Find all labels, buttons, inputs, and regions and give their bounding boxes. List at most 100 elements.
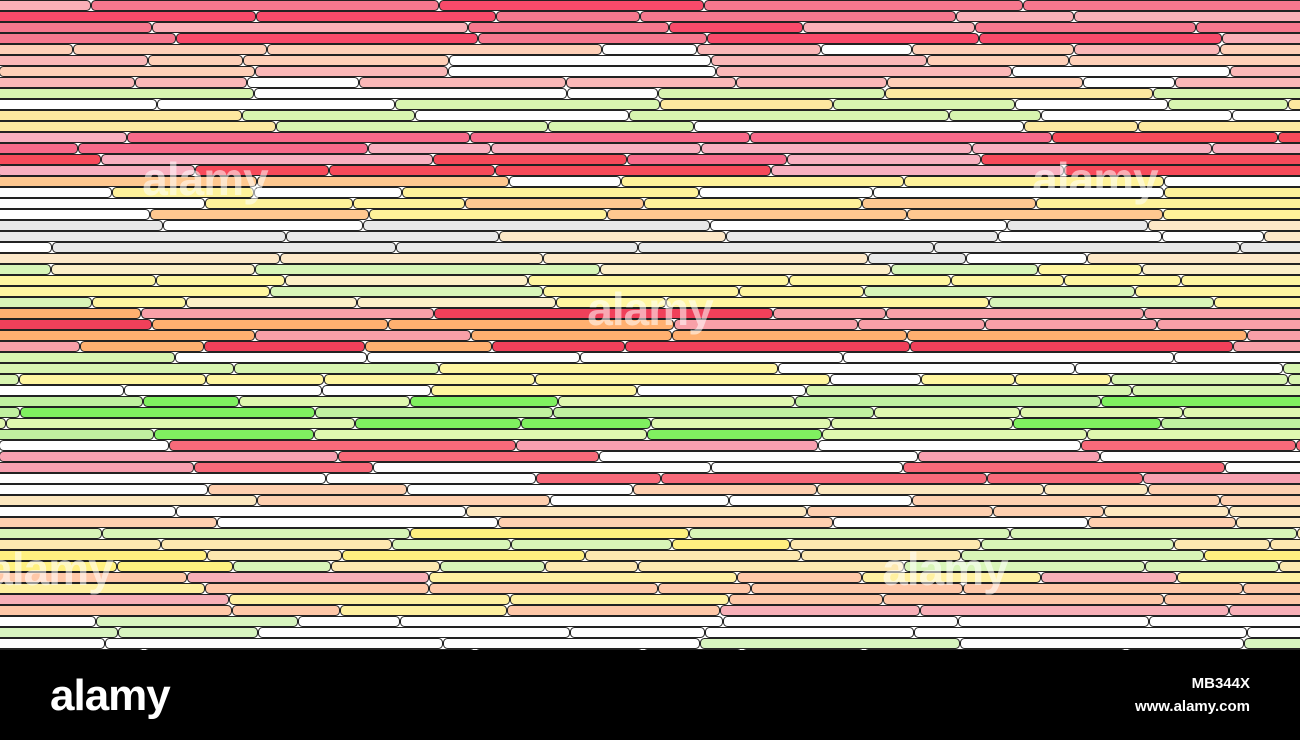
watermark: alamy [0,543,114,595]
stripe [254,187,402,198]
stripe [439,0,704,11]
stripe [1041,572,1177,583]
stripe [0,231,286,242]
stripe [550,495,729,506]
stripe [0,616,96,627]
stripe [0,583,205,594]
stripe [0,517,217,528]
stripe [720,605,920,616]
stripe [0,143,78,154]
stripe [585,550,801,561]
stripe [205,198,353,209]
watermark: alamy [587,283,714,335]
stripe [0,341,80,352]
stripe [496,11,640,22]
stripe [674,319,858,330]
stripe [1064,165,1300,176]
stripe [233,561,331,572]
stripe [0,352,175,363]
stripe [975,22,1196,33]
stripe [0,66,255,77]
stripe [163,220,363,231]
stripe [660,99,833,110]
stripe [232,605,340,616]
stripe [1181,275,1300,286]
stripe [270,286,543,297]
stripe [258,627,570,638]
stripe [0,242,52,253]
stripe [0,220,163,231]
stripe [535,374,830,385]
stripe [638,242,934,253]
stripe [359,77,566,88]
stripe [0,418,6,429]
stripe [448,66,716,77]
stripe [1015,99,1168,110]
stripe [470,132,750,143]
stripe [247,77,359,88]
stripe [1222,33,1300,44]
stripe [963,583,1243,594]
stripe [833,517,1088,528]
stripe [407,484,633,495]
stripe [602,44,697,55]
stripe [807,506,993,517]
stripe [1100,451,1300,462]
stripe [0,429,154,440]
stripe [558,396,795,407]
stripe [910,341,1233,352]
stripe [789,275,951,286]
stripe [0,594,229,605]
stripe [365,341,492,352]
stripe [795,396,1101,407]
stripe [633,484,817,495]
stripe [545,561,638,572]
stripe [0,627,118,638]
stripe [934,242,1240,253]
stripe [1229,605,1300,616]
stripe [257,176,509,187]
stripe [0,55,148,66]
stripe [672,330,907,341]
stripe [101,154,433,165]
stripe [1174,352,1300,363]
stripe [331,561,440,572]
stripe [118,627,258,638]
stripe [257,495,550,506]
stripe [73,44,267,55]
stripe [491,143,701,154]
stripe [638,561,904,572]
stripe [286,231,499,242]
stripe [661,473,987,484]
stripe [1101,396,1300,407]
stripe [0,605,232,616]
stripe [0,528,102,539]
stripe [0,473,326,484]
stripe [516,440,818,451]
stripe [979,33,1222,44]
stripe [831,418,1013,429]
stripe [156,275,285,286]
stripe [1074,11,1300,22]
stripe [468,22,669,33]
stripe [737,572,862,583]
stripe [1297,528,1300,539]
stripe [429,572,737,583]
stripe [135,77,247,88]
stripe [204,341,365,352]
stripe [1111,374,1288,385]
stripe [1041,110,1232,121]
stripe [0,275,156,286]
stripe [0,462,194,473]
stripe [985,319,1157,330]
stripe [750,132,1052,143]
stripe [0,385,124,396]
stripe [833,99,1015,110]
stripe [369,209,607,220]
stripe [0,319,152,330]
stripe [787,154,981,165]
stripe [883,594,1164,605]
stripe [914,627,1247,638]
stripe [647,429,822,440]
stripe [340,605,507,616]
